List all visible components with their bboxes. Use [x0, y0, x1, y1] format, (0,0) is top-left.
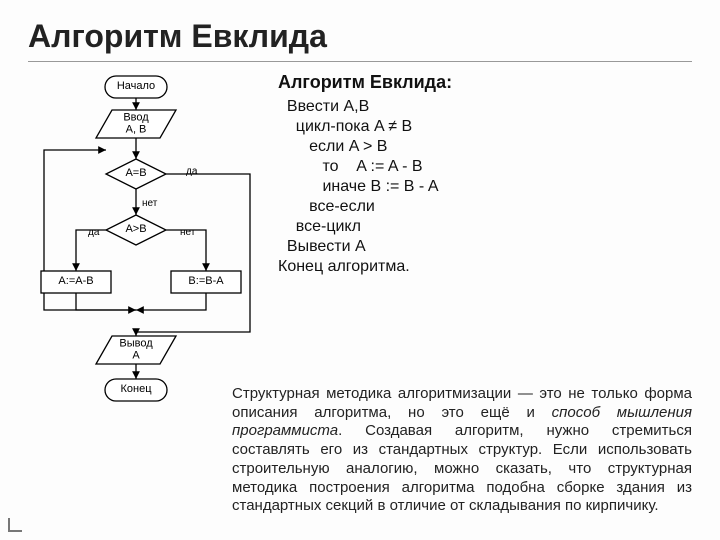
corner-marker-icon	[8, 518, 22, 532]
pseudocode-line: все-цикл	[278, 217, 692, 237]
flow-node-end: Конец	[120, 384, 151, 396]
pseudocode-heading: Алгоритм Евклида:	[278, 72, 692, 93]
flow-node-cmp2: A>B	[125, 224, 146, 236]
pseudocode-line: то A := A - B	[278, 157, 692, 177]
page-title: Алгоритм Евклида	[28, 18, 692, 55]
pseudocode-line: иначе B := B - A	[278, 177, 692, 197]
flow-node-asgA: A:=A-B	[58, 276, 93, 288]
pseudocode-line: если A > B	[278, 137, 692, 157]
flow-node-cmp1: A=B	[125, 168, 146, 180]
flow-edge-label: да	[186, 166, 197, 177]
pseudocode-line: Конец алгоритма.	[278, 257, 692, 277]
pseudocode-line: все-если	[278, 197, 692, 217]
pseudocode-line: цикл-пока A ≠ B	[278, 117, 692, 137]
flowchart: Начало ВводA, B A=B A>B A:=A-B B:=B-A ВыводA Ко…	[28, 72, 268, 412]
flow-edge-label: нет	[142, 198, 157, 209]
pseudocode-block: Алгоритм Евклида: Ввести A,B цикл-пока A…	[278, 72, 692, 412]
flow-edge-label: нет	[180, 227, 195, 238]
flow-node-input: ВводA, B	[123, 112, 148, 135]
title-underline	[28, 61, 692, 62]
flow-node-asgB: B:=B-A	[188, 276, 223, 288]
flow-node-out: ВыводA	[119, 338, 152, 361]
pseudocode-line: Вывести A	[278, 237, 692, 257]
flow-edge-label: да	[88, 227, 99, 238]
flow-node-start: Начало	[117, 81, 155, 93]
pseudocode-line: Ввести A,B	[278, 97, 692, 117]
footnote-paragraph: Структурная методика алгоритмизации — эт…	[232, 385, 692, 516]
